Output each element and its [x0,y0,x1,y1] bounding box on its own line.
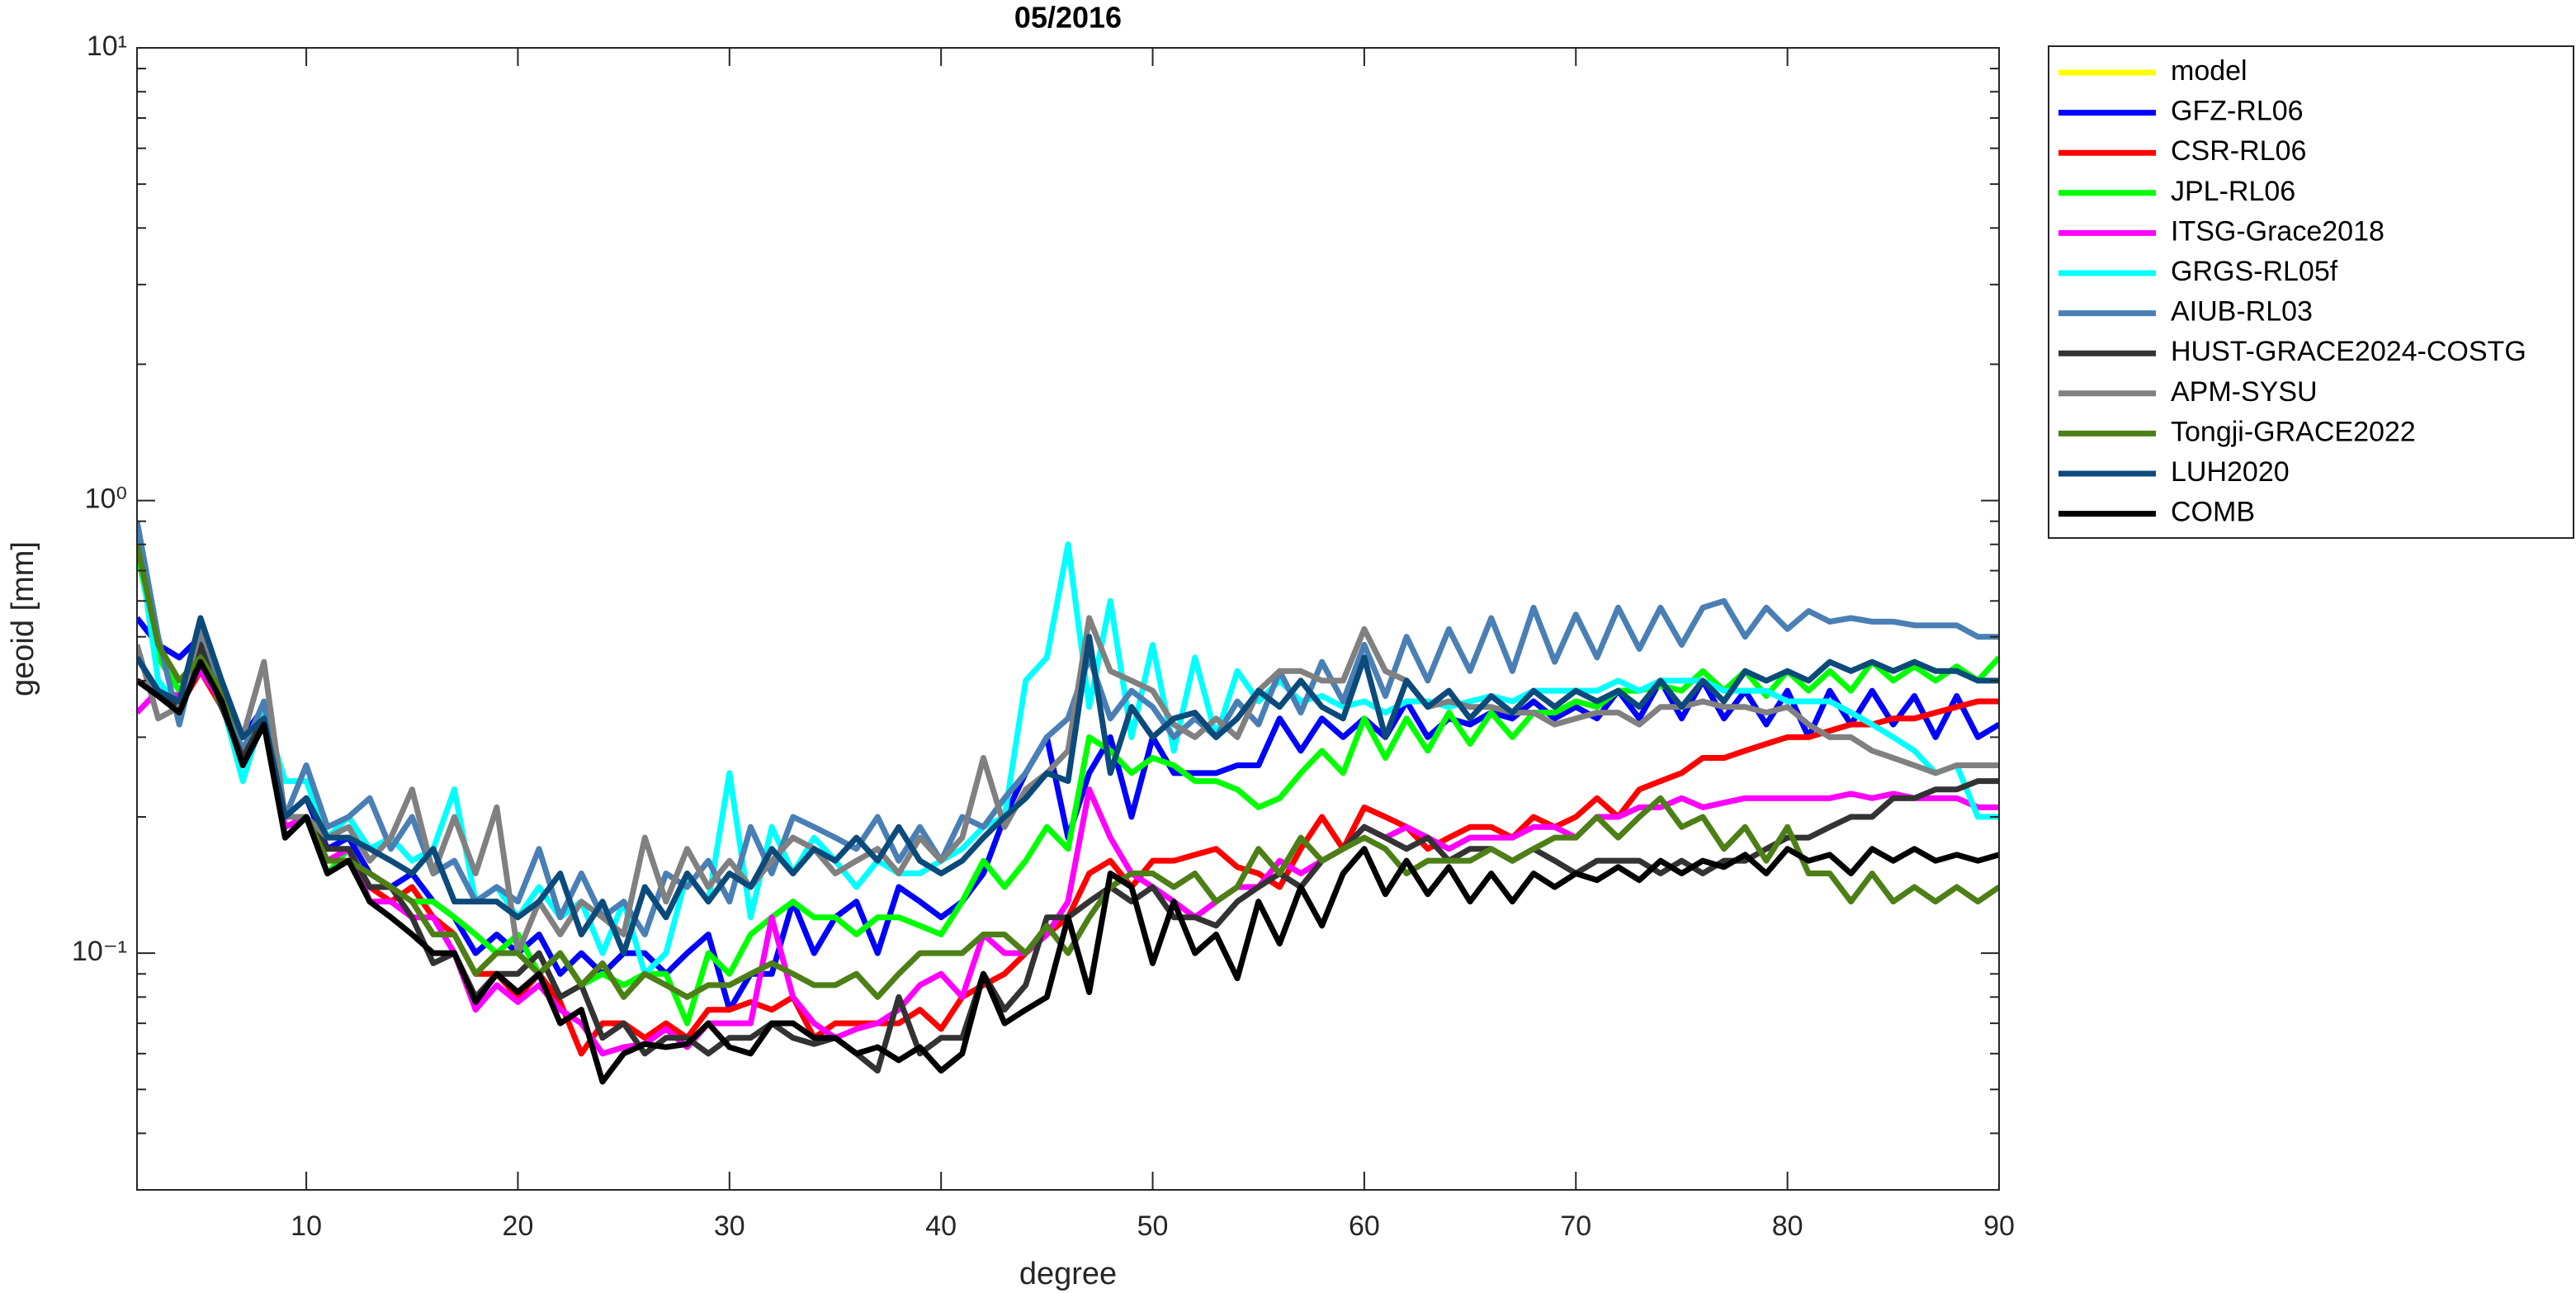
legend-label: HUST-GRACE2024-COSTG [2171,336,2526,367]
legend-box [2048,45,2574,539]
series-line [137,521,1999,937]
x-tick-label: 50 [1137,1210,1169,1242]
y-tick-label: 10⁻¹ [72,936,127,967]
x-tick-label: 80 [1772,1210,1803,1242]
series-line [137,531,1999,977]
series-line [137,549,1999,1026]
x-tick-label: 60 [1349,1210,1380,1242]
series-line [137,658,1999,1085]
x-tick-label: 30 [714,1210,745,1242]
legend-label: JPL-RL06 [2171,176,2295,207]
legend-label: LUH2020 [2171,456,2290,488]
legend-label: GRGS-RL05f [2171,256,2338,287]
x-tick-label: 90 [1983,1210,2015,1242]
y-tick-label: 10⁰ [85,484,127,515]
legend-label: GFZ-RL06 [2171,96,2304,127]
series-line [137,544,1999,1000]
legend-label: ITSG-Grace2018 [2171,215,2385,247]
plot-area [137,48,1999,1190]
series-line [137,615,1999,956]
x-tick-label: 70 [1560,1210,1591,1242]
chart-title: 05/2016 [1014,1,1122,35]
series-line [137,668,1999,1057]
legend-label: APM-SYSU [2171,376,2318,408]
legend-label: CSR-RL06 [2171,135,2306,167]
legend-label: COMB [2171,497,2255,528]
y-tick-label: 10¹ [87,31,127,62]
legend-label: AIUB-RL03 [2171,296,2313,328]
legend-label: Tongji-GRACE2022 [2171,416,2416,447]
axes-box [136,47,2000,1191]
series-line [137,615,1999,956]
x-tick-label: 40 [925,1210,957,1242]
y-axis-label: geoid [mm] [6,541,40,696]
x-tick-label: 10 [291,1210,322,1242]
legend-label: model [2171,55,2248,87]
lines [137,521,1999,1085]
x-axis-label: degree [1019,1257,1117,1291]
x-tick-label: 20 [503,1210,534,1242]
